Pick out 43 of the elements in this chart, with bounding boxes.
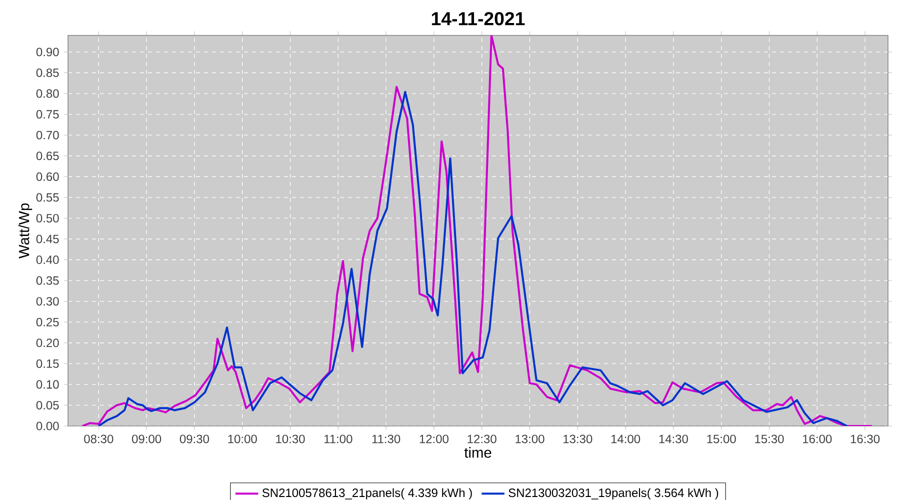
y-tick-label: 0.80 — [36, 89, 59, 98]
x-tick-label: 15:00 — [707, 434, 736, 444]
y-tick-label: 0.35 — [36, 276, 59, 285]
legend-label: SN2100578613_21panels( 4.339 kWh ) — [262, 488, 472, 500]
y-tick-label: 0.85 — [36, 68, 59, 77]
line-series — [81, 35, 873, 426]
y-tick-label: 0.15 — [36, 359, 59, 368]
chart-title: 14-11-2021 — [432, 12, 525, 26]
x-tick-label: 10:00 — [228, 434, 257, 444]
y-tick-label: 0.30 — [36, 297, 59, 306]
line-series — [98, 90, 848, 426]
x-tick-label: 12:00 — [420, 434, 448, 444]
x-axis-title: time — [464, 447, 492, 458]
y-tick-label: 0.70 — [36, 130, 59, 140]
y-tick-label: 0.25 — [36, 318, 59, 326]
x-tick-label: 16:00 — [803, 434, 832, 444]
y-tick-label: 0.50 — [36, 214, 59, 222]
x-tick-label: 11:00 — [324, 434, 352, 444]
y-tick-label: 0.20 — [36, 338, 59, 348]
y-tick-label: 0.45 — [36, 234, 59, 244]
y-tick-label: 0.00 — [36, 422, 59, 430]
x-tick-label: 09:00 — [132, 434, 162, 444]
legend-label: SN2130032031_19panels( 3.564 kWh ) — [508, 488, 718, 500]
y-axis-title: Watt/Wp — [18, 203, 32, 258]
x-tick-label: 10:30 — [276, 434, 305, 444]
y-tick-label: 0.05 — [36, 400, 59, 410]
x-tick-label: 08:30 — [84, 434, 114, 444]
x-tick-label: 11:30 — [372, 434, 400, 444]
x-tick-label: 15:30 — [755, 434, 784, 444]
x-tick-label: 14:00 — [611, 434, 640, 444]
y-tick-label: 0.60 — [36, 172, 59, 181]
y-tick-label: 0.65 — [36, 152, 59, 160]
x-tick-label: 09:30 — [180, 434, 209, 444]
x-tick-label: 13:00 — [516, 434, 544, 444]
x-tick-label: 13:30 — [564, 434, 592, 444]
x-tick-label: 12:30 — [468, 434, 496, 444]
y-tick-label: 0.90 — [36, 48, 59, 56]
y-tick-label: 0.55 — [36, 193, 59, 202]
y-tick-label: 0.40 — [36, 256, 59, 264]
x-tick-label: 14:30 — [659, 434, 688, 444]
x-tick-label: 16:30 — [850, 434, 880, 444]
y-tick-label: 0.75 — [36, 110, 59, 119]
y-tick-label: 0.10 — [36, 380, 59, 389]
